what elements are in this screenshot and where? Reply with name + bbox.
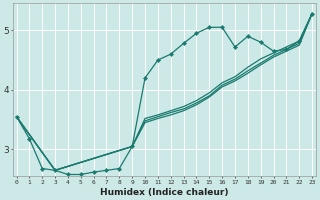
X-axis label: Humidex (Indice chaleur): Humidex (Indice chaleur) — [100, 188, 228, 197]
